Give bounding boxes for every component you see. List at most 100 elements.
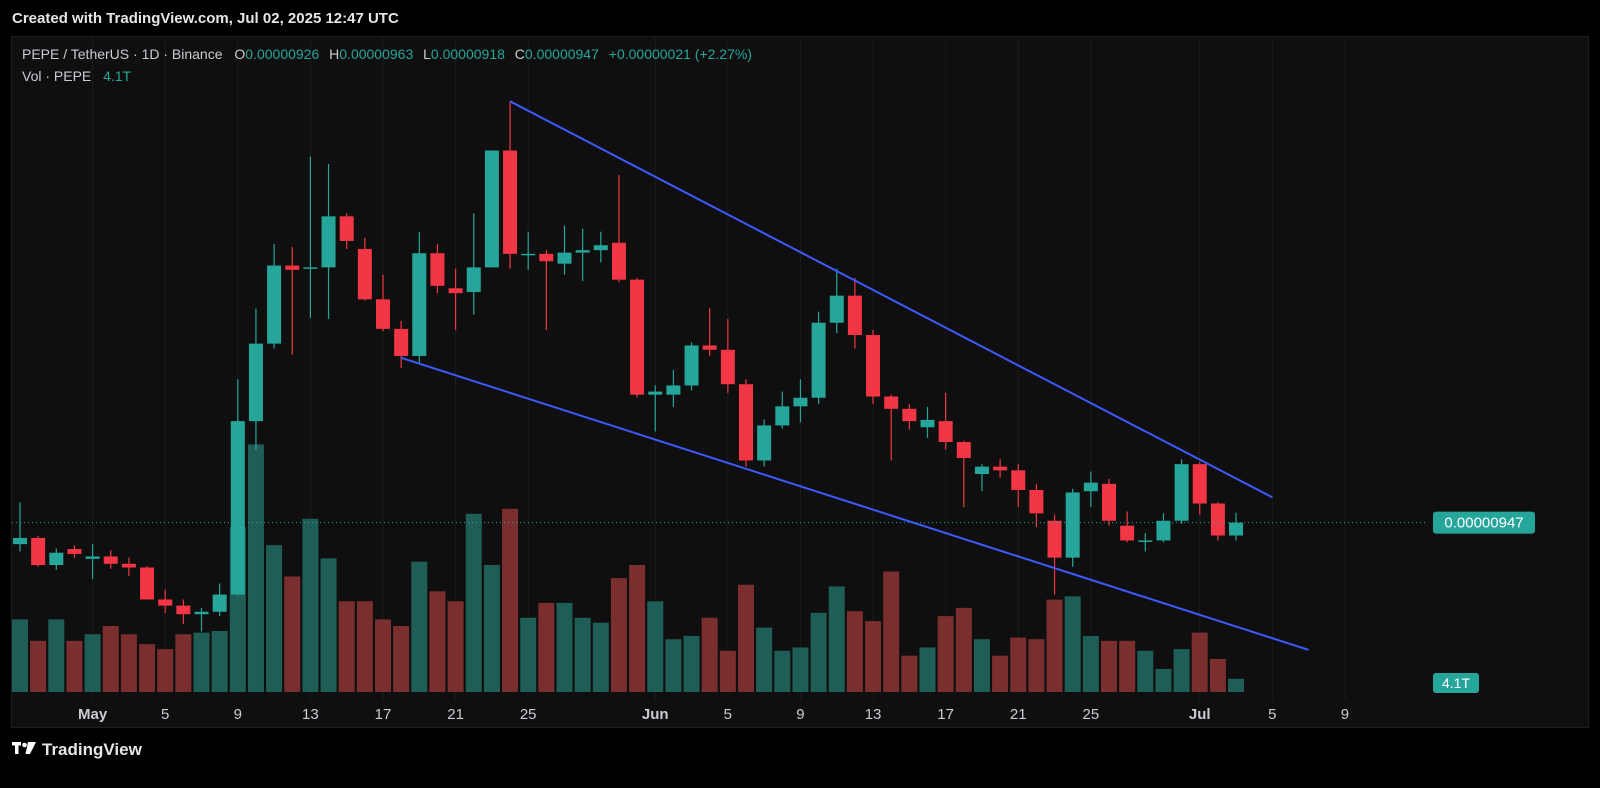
time-tick-label: 25 [520,706,537,723]
candle-body [103,556,118,564]
candle-body [775,406,790,426]
volume-bar [1173,649,1190,692]
candle-body [67,549,82,554]
volume-bar [30,640,47,692]
volume-bar [139,644,156,692]
candle-body [611,242,626,280]
volume-bar [66,640,83,692]
candle-body [267,265,282,344]
candle-body [1047,520,1062,558]
last-price-tag-label: 0.00000947 [1444,515,1523,532]
close-value: 0.00000947 [524,46,599,62]
candle-body [1156,520,1171,541]
time-tick-label: 25 [1083,706,1100,723]
candle-body [394,328,409,356]
candle-body [1102,483,1116,521]
volume-bar [175,634,192,692]
candle-body [85,556,100,559]
volume-bar [556,602,573,692]
volume-tag [1433,673,1479,693]
volume-bar [375,619,391,692]
candle-body [938,421,953,443]
volume-bar [520,617,537,692]
volume-bar [647,601,664,692]
open-label: O [234,46,246,62]
volume-bar [828,586,845,692]
volume-bar [883,571,900,692]
volume-bar [701,617,718,692]
candle-body [1138,540,1153,542]
volume-bar [284,576,301,692]
volume-bar [102,626,119,692]
candle-body [593,245,608,251]
volume-label[interactable]: Vol · PEPE [22,68,92,84]
candle-body [1011,470,1026,490]
volume-bar [302,518,319,692]
volume-bar [120,634,137,692]
candle-body [357,248,372,300]
candle-body [448,288,463,294]
volume-bar [320,558,337,692]
candle-body [757,425,772,461]
candle-body [1210,503,1225,536]
candle-body [140,567,155,600]
change-value: +0.00000021 (+2.27%) [608,46,752,62]
volume-bar [429,591,446,692]
volume-bar [84,634,101,692]
volume-value: 4.1T [103,68,132,84]
volume-bar [411,561,428,692]
candle-body [1120,525,1135,541]
candle-body [847,295,862,336]
close-label: C [514,46,525,62]
candle-body [648,391,663,395]
volume-bar [592,622,609,692]
volume-bar [483,564,500,692]
candle-body [430,253,445,286]
candle-body [31,537,46,566]
volume-bar [1137,650,1154,692]
candle-body [303,267,318,269]
volume-bar [157,649,174,692]
volume-bar [973,639,990,692]
candle-body [376,299,390,329]
volume-bar [774,650,791,692]
volume-bar [393,626,410,692]
volume-bar [211,630,228,692]
volume-bar [937,616,954,692]
high-label: H [329,46,340,62]
volume-bar [1155,668,1172,692]
candle-body [1083,482,1098,492]
volume-bar [738,584,754,692]
time-tick-label: 9 [234,706,242,723]
volume-bar [574,617,591,692]
volume-tag-label: 4.1T [1442,675,1470,691]
candle-body [684,345,699,386]
candle-body [1192,464,1207,504]
candle-body [13,537,27,545]
candle-body [1029,490,1044,514]
candle-body [902,408,917,422]
trendline-lower [400,356,1309,651]
volume-bar [665,639,682,692]
symbol-label[interactable]: PEPE / TetherUS · 1D · Binance [22,46,223,62]
volume-bars [12,444,1245,692]
volume-bar [846,611,863,692]
time-tick-label: 21 [1010,706,1027,723]
candle-body [920,419,935,428]
brand-name: TradingView [42,740,142,759]
volume-bar [1191,632,1208,692]
price-tags: 0.00000947 4.1T [1433,511,1535,693]
candle-body [503,150,518,254]
time-tick-label: 9 [796,706,804,723]
candle-body [1065,492,1080,558]
candle-body [702,345,717,350]
volume-bar [48,619,65,692]
volume-row: Vol · PEPE 4.1T [22,67,752,89]
volume-bar [1010,637,1027,692]
volume-bar [719,650,736,692]
brand[interactable]: TradingView [12,740,142,760]
candle-body [993,466,1008,471]
volume-bar [538,602,555,692]
candle-body [739,384,753,461]
